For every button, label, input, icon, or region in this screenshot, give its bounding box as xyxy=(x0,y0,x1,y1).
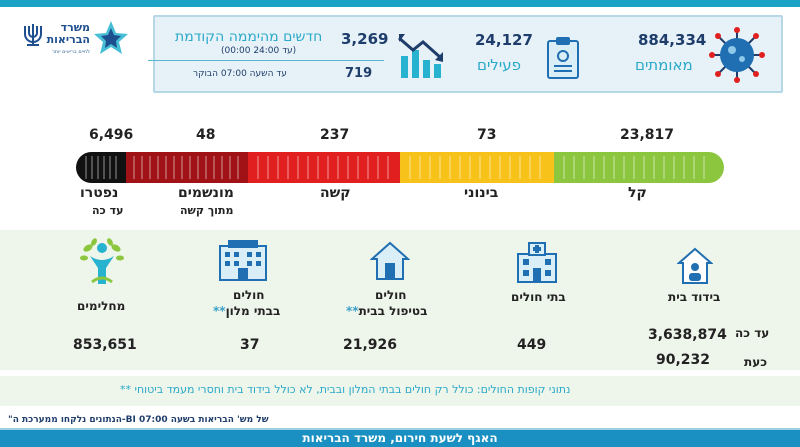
hospitals-value: 449 xyxy=(517,337,547,353)
confirmed-label: מאומתים xyxy=(635,56,693,74)
star-logo-icon xyxy=(94,21,128,54)
summary-divider xyxy=(148,60,384,61)
severity-bar xyxy=(76,152,724,183)
footer-text: האגף לשעת חירום, משרד הבריאות xyxy=(302,431,498,445)
new-cases-title: חדשים מהיממה הקודמת xyxy=(175,29,323,45)
deceased-sub: עד כה xyxy=(92,204,124,217)
recovered-person-icon xyxy=(80,238,124,284)
home-care-value: 21,926 xyxy=(343,337,398,353)
trend-down-icon xyxy=(398,34,443,78)
deceased-value: 6,496 xyxy=(89,127,134,143)
recovered-label: מחלימים xyxy=(77,299,126,313)
new-cases-range: (00:00 עד 24:00) xyxy=(221,46,297,56)
footnote-band xyxy=(0,376,800,406)
menorah-icon xyxy=(24,24,42,46)
home-isolation-now-label: כעת xyxy=(744,355,767,369)
severe-value: 237 xyxy=(320,127,350,143)
ministry-name-line1: משרד xyxy=(60,21,90,34)
home-care-label-line1: חולים xyxy=(375,288,407,302)
clipboard-icon xyxy=(547,37,579,79)
since-morning-value: 719 xyxy=(345,66,373,81)
bar-segment-deceased xyxy=(76,152,126,183)
since-morning-note: עד השעה 07:00 הבוקר xyxy=(193,69,287,79)
active-label: פעילים xyxy=(477,56,521,74)
hospital-icon xyxy=(517,242,557,283)
footer-bar xyxy=(0,430,800,447)
home-isolation-icon xyxy=(677,247,713,284)
mild-label: קל xyxy=(628,185,647,201)
ventilated-label: מונשמים xyxy=(178,185,234,201)
home-isolation-now: 90,232 xyxy=(656,352,711,368)
deceased-label: נפטרו xyxy=(80,185,119,201)
home-isolation-total-label: עד כה xyxy=(735,326,770,340)
home-isolation-total: 3,638,874 xyxy=(648,327,727,343)
active-value: 24,127 xyxy=(475,31,533,49)
ventilated-sub: מתוך קשה xyxy=(180,204,234,217)
bar-segment-moderate xyxy=(400,152,554,183)
mild-value: 23,817 xyxy=(620,127,675,143)
source-note: "הנתונים נלקחו ממערכת ה-BI של מש' הבריאו… xyxy=(8,415,269,425)
hospitals-label: בתי חולים xyxy=(511,290,566,304)
ministry-name-line2: הבריאות xyxy=(46,33,90,46)
severe-label: קשה xyxy=(320,185,351,201)
new-cases-value: 3,269 xyxy=(341,30,389,48)
moderate-value: 73 xyxy=(477,127,497,143)
ventilated-value: 48 xyxy=(196,127,216,143)
confirmed-value: 884,334 xyxy=(638,31,707,49)
hotels-label-line1: חולים xyxy=(233,288,265,302)
summary-box xyxy=(153,15,783,93)
recovered-value: 853,651 xyxy=(73,337,137,353)
hotel-icon xyxy=(219,240,267,281)
hotels-label-line2: בבתי מלון xyxy=(225,304,281,318)
hotels-stars: ** xyxy=(213,304,226,318)
hotels-value: 37 xyxy=(240,337,260,353)
virus-icon xyxy=(709,27,765,83)
footnote-text: ** נתוני קופות החולים: כולל רק חולים בבת… xyxy=(120,383,571,396)
ministry-tagline: לחיים בריאים יותר xyxy=(51,49,90,55)
home-care-icon xyxy=(370,241,410,280)
bar-segment-severe xyxy=(248,152,400,183)
ministry-logo: משרד הבריאות לחיים בריאים יותר xyxy=(20,18,130,60)
home-care-label-line2: בטיפול בבית xyxy=(358,304,428,318)
bar-segment-mild xyxy=(554,152,724,183)
top-strip xyxy=(0,0,800,7)
moderate-label: בינוני xyxy=(464,185,499,201)
bar-segment-ventilated xyxy=(126,152,248,183)
home-isolation-label: בידוד בית xyxy=(668,290,721,304)
home-care-stars: ** xyxy=(346,304,359,318)
footer-line xyxy=(0,428,800,430)
